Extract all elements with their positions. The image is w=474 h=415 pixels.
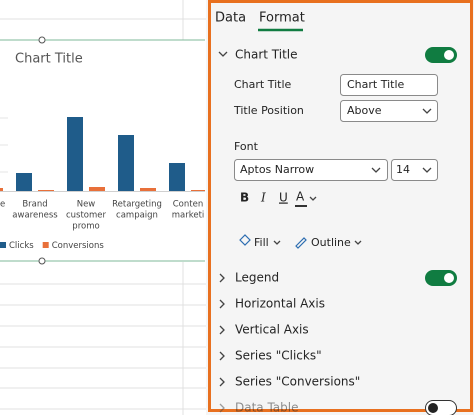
bar bbox=[38, 190, 54, 191]
legend-swatch bbox=[42, 242, 49, 248]
category-label: promo bbox=[72, 222, 99, 232]
dropdown-arrow bbox=[371, 167, 381, 173]
dropdown-arrow bbox=[354, 240, 362, 245]
label: Title Position bbox=[233, 104, 304, 117]
section-title[interactable]: Series "Clicks" bbox=[235, 349, 322, 363]
resize-handle[interactable] bbox=[38, 36, 46, 44]
italic-button[interactable]: I bbox=[260, 191, 266, 205]
category-label: marketi bbox=[172, 211, 205, 221]
chevron[interactable] bbox=[218, 51, 228, 57]
chevron[interactable] bbox=[219, 325, 225, 335]
dropdown-value: Aptos Narrow bbox=[240, 163, 314, 176]
chevron[interactable] bbox=[219, 351, 225, 361]
bar bbox=[16, 173, 32, 191]
input-value: Chart Title bbox=[347, 78, 405, 91]
section-title[interactable]: Series "Conversions" bbox=[235, 375, 360, 389]
dropdown-value: Above bbox=[347, 104, 382, 117]
section-title[interactable]: Vertical Axis bbox=[235, 323, 309, 337]
bar bbox=[0, 188, 3, 191]
section-title[interactable]: Legend bbox=[235, 271, 279, 285]
fill-icon bbox=[239, 234, 251, 246]
bold-button[interactable]: B bbox=[240, 191, 249, 205]
font-color-button[interactable]: A bbox=[296, 190, 305, 204]
category-label: awareness bbox=[12, 211, 58, 221]
fill-button[interactable]: Fill bbox=[254, 236, 269, 249]
category-label: Retargeting bbox=[112, 200, 162, 210]
dropdown-value: 14 bbox=[396, 163, 410, 176]
dropdown-arrow bbox=[309, 196, 317, 201]
section-title[interactable]: Chart Title bbox=[235, 48, 298, 62]
tab[interactable]: Data bbox=[215, 11, 246, 26]
dropdown[interactable] bbox=[234, 159, 388, 181]
bar bbox=[140, 188, 156, 191]
legend-label: Conversions bbox=[52, 241, 105, 251]
category-label: e bbox=[0, 200, 5, 210]
toggle-knob bbox=[444, 273, 454, 283]
dropdown[interactable] bbox=[340, 100, 438, 122]
chevron[interactable] bbox=[219, 377, 225, 387]
tab-active[interactable]: Format bbox=[259, 11, 305, 26]
bar bbox=[191, 190, 205, 191]
dropdown[interactable] bbox=[391, 159, 438, 181]
legend-label: Clicks bbox=[9, 241, 34, 251]
bar bbox=[89, 187, 105, 191]
chart-area[interactable] bbox=[0, 39, 206, 262]
sections: Legend Horizontal Axis Vertical Axis Series… bbox=[219, 270, 457, 415]
label: Font bbox=[234, 140, 259, 153]
chevron[interactable] bbox=[219, 403, 225, 413]
toggle-knob bbox=[428, 403, 438, 413]
outline-button[interactable]: Outline bbox=[311, 236, 351, 249]
chevron[interactable] bbox=[219, 299, 225, 309]
chevron[interactable] bbox=[219, 273, 225, 283]
bar bbox=[67, 117, 83, 191]
pane-highlight bbox=[208, 0, 473, 412]
category-label: campaign bbox=[116, 211, 158, 221]
section-title[interactable]: Data Table bbox=[235, 401, 299, 415]
chart-title: Chart Title bbox=[15, 52, 83, 67]
resize-handle[interactable] bbox=[38, 257, 46, 265]
format-pane: Data Format Chart Title Chart Title Char… bbox=[206, 0, 474, 415]
category-label: Conten bbox=[173, 200, 203, 210]
category-label: customer bbox=[66, 211, 107, 221]
section-title[interactable]: Horizontal Axis bbox=[235, 297, 325, 311]
category-label: Brand bbox=[22, 200, 47, 210]
category-label: New bbox=[77, 200, 96, 210]
underline-button[interactable]: U bbox=[279, 191, 288, 205]
dropdown-arrow bbox=[422, 167, 432, 173]
dropdown-arrow bbox=[273, 240, 281, 245]
legend-swatch bbox=[0, 242, 6, 248]
outline-icon bbox=[295, 237, 307, 249]
text-input[interactable] bbox=[340, 74, 438, 96]
toggle-knob bbox=[444, 50, 454, 60]
bar bbox=[169, 163, 185, 191]
dropdown-arrow bbox=[422, 108, 432, 114]
label: Chart Title bbox=[234, 78, 292, 91]
pane-bg bbox=[206, 0, 474, 415]
bar bbox=[118, 135, 134, 191]
